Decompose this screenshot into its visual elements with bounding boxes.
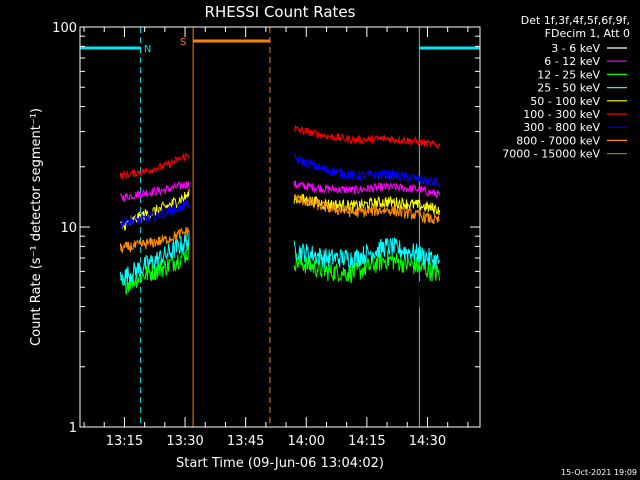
annotation-label: S (180, 37, 186, 48)
legend-header: Det 1f,3f,4f,5f,6f,9f, (521, 14, 630, 27)
legend: Det 1f,3f,4f,5f,6f,9f,FDecim 1, Att 0 3 -… (502, 14, 630, 161)
series-line (293, 194, 440, 225)
annotation-label: N (144, 44, 151, 55)
x-tick-label: 13:15 (106, 434, 143, 449)
legend-header: FDecim 1, Att 0 (545, 27, 630, 40)
y-axis-label: Count Rate (s⁻¹ detector segment⁻¹) (29, 108, 44, 346)
series-line (293, 237, 441, 270)
series-line (293, 180, 441, 199)
x-tick-label: 13:45 (227, 434, 264, 449)
x-tick-label: 13:30 (166, 434, 203, 449)
series-line (293, 249, 441, 284)
legend-entry-label: 6 - 12 keV (544, 55, 600, 68)
series-line (119, 283, 190, 343)
y-tick-label: 1 (69, 421, 77, 436)
series-line (293, 269, 441, 332)
series-layer (119, 124, 441, 343)
legend-entry-label: 12 - 25 keV (537, 68, 600, 81)
series-line (119, 230, 190, 286)
x-tick-label: 14:30 (409, 434, 446, 449)
x-tick-label: 14:15 (348, 434, 385, 449)
series-line (119, 152, 190, 180)
legend-entry-label: 100 - 300 keV (523, 108, 600, 121)
legend-entry-label: 300 - 800 keV (523, 121, 600, 134)
y-tick-label: 100 (52, 21, 77, 36)
legend-entry-label: 7000 - 15000 keV (502, 148, 600, 161)
axis-layer: 1 10 100 13:15 13:30 13:45 14:00 14:15 14:30 (52, 21, 480, 449)
series-line (119, 181, 190, 202)
x-axis-label: Start Time (09-Jun-06 13:04:02) (176, 456, 384, 471)
legend-entry-label: 3 - 6 keV (551, 42, 600, 55)
legend-entry-label: 800 - 7000 keV (516, 134, 600, 147)
legend-entry-label: 25 - 50 keV (537, 82, 600, 95)
x-tick-label: 14:00 (288, 434, 325, 449)
chart-title: RHESSI Count Rates (205, 3, 356, 21)
series-line (120, 198, 190, 228)
series-line (293, 153, 440, 188)
legend-entry-label: 50 - 100 keV (530, 95, 600, 108)
y-tick-label: 10 (60, 221, 77, 236)
series-line (293, 124, 441, 151)
series-line (119, 226, 190, 254)
timestamp: 15-Oct-2021 19:09 (561, 468, 637, 477)
